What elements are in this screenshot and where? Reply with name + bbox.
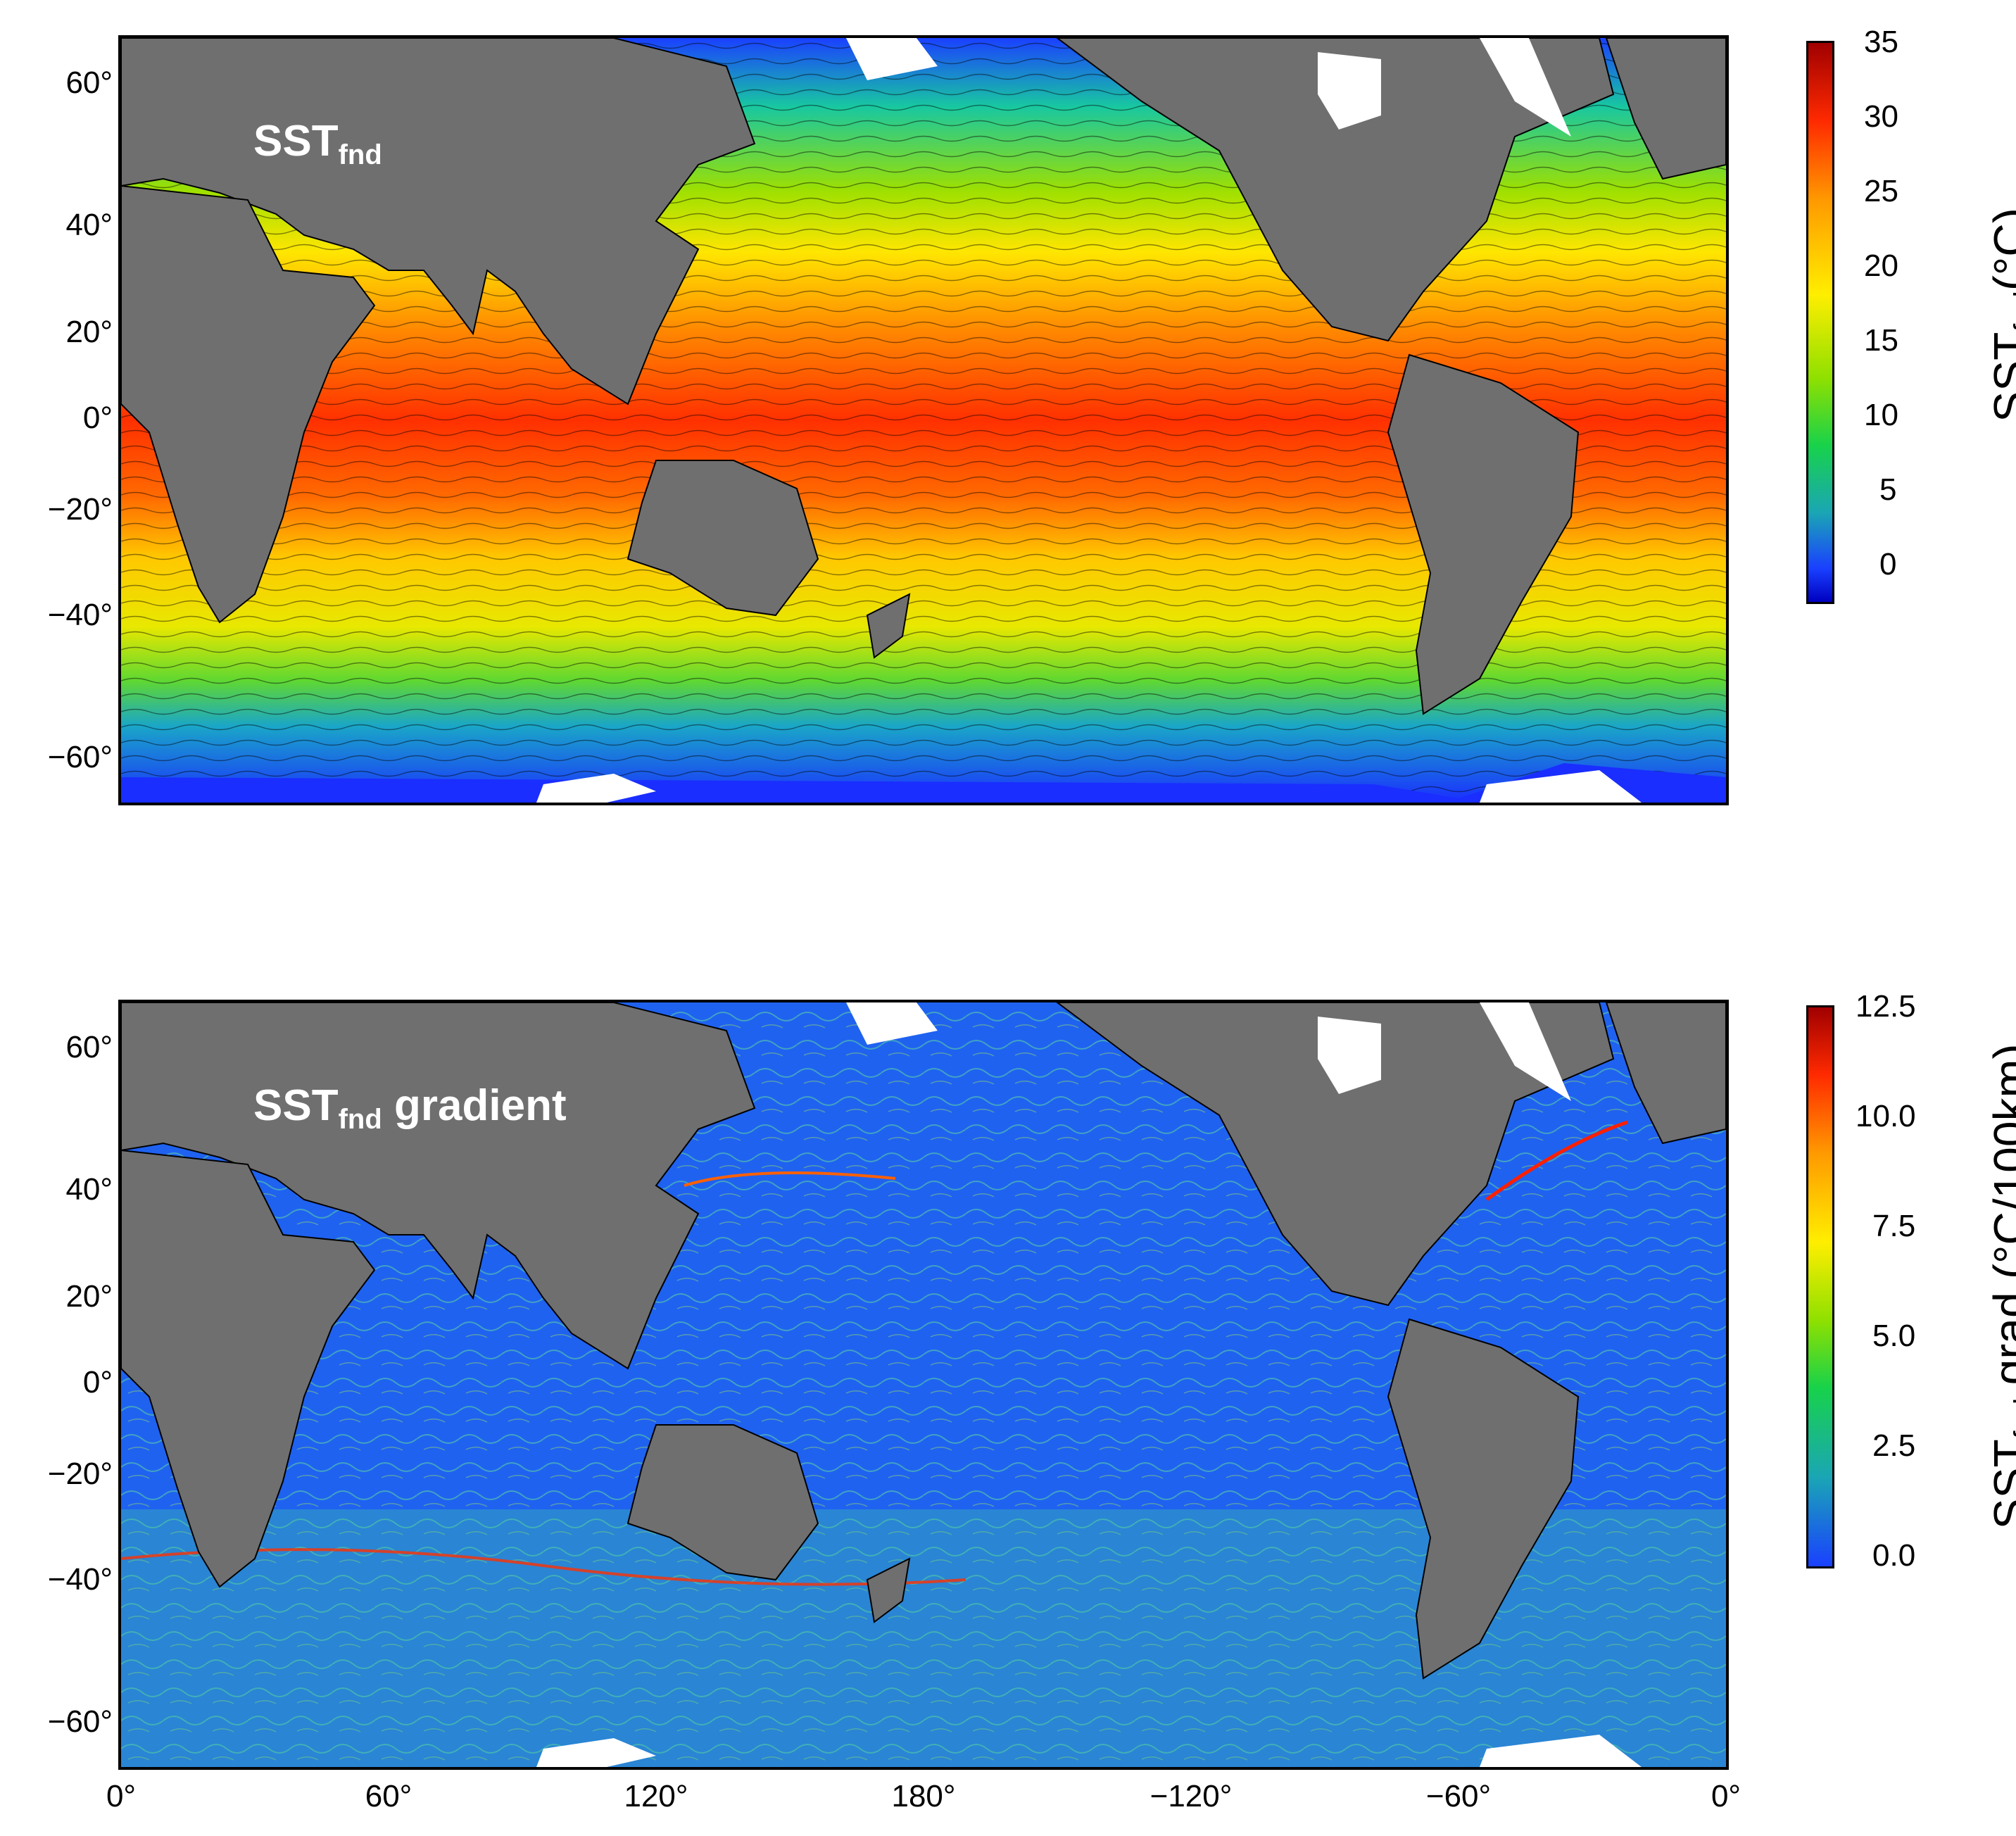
gradient-ice (536, 1002, 1642, 1767)
lat-tick-label: 40° (65, 1172, 113, 1207)
colorbar-tick-label: 0.0 (1872, 1538, 1916, 1573)
colorbar-tick-label: 5 (1879, 472, 1897, 507)
sst-cb-title-sub: fnd (2008, 291, 2016, 332)
sst-panel-title: SSTfnd (253, 117, 382, 170)
lon-tick-label: 0° (106, 1779, 137, 1813)
gradient-title-main: SST (253, 1081, 339, 1130)
sst-ice (121, 38, 1726, 803)
sst-map (118, 35, 1729, 805)
colorbar-tick-label: 2.5 (1872, 1428, 1916, 1463)
sst-title-main: SST (253, 117, 339, 165)
colorbar-tick-label: 12.5 (1856, 989, 1916, 1024)
colorbar-tick-label: 25 (1864, 174, 1898, 208)
colorbar-tick-label: 10 (1864, 398, 1898, 432)
gradient-colorbar-title: SSTfnd grad.(°C/100km) (1984, 1005, 2016, 1568)
lat-tick-label: −40° (47, 598, 113, 632)
colorbar-tick-label: 7.5 (1872, 1209, 1916, 1243)
gradient-land (121, 1002, 1726, 1680)
lat-tick-label: 60° (65, 65, 113, 100)
lat-tick-label: −60° (47, 1704, 113, 1739)
lat-tick-label: 0° (82, 401, 113, 435)
lon-tick-label: 180° (891, 1779, 956, 1813)
gradient-panel: SSTfnd gradient 60° 40° 20° 0° −20° −40°… (0, 964, 2016, 1836)
lat-tick-label: 20° (65, 315, 113, 349)
gradient-panel-title: SSTfnd gradient (253, 1081, 567, 1135)
gradient-map-graphic (121, 1002, 1726, 1767)
lon-tick-label: 60° (365, 1779, 412, 1813)
sst-colorbar-title: SSTfnd(°C) (1984, 104, 2016, 527)
lon-tick-label: −120° (1149, 1779, 1233, 1813)
lat-tick-label: 20° (65, 1279, 113, 1314)
colorbar-tick-label: 30 (1864, 99, 1898, 134)
lat-tick-label: 0° (82, 1365, 113, 1400)
gradient-cb-title-main: SST (1984, 1439, 2016, 1530)
colorbar-tick-label: 0 (1879, 547, 1897, 581)
lat-tick-label: −40° (47, 1562, 113, 1597)
sst-cb-title-main: SST (1984, 332, 2016, 422)
lat-tick-label: −60° (47, 740, 113, 774)
colorbar-tick-label: 10.0 (1856, 1099, 1916, 1133)
gradient-title-rest: gradient (382, 1081, 567, 1130)
colorbar-tick-label: 20 (1864, 249, 1898, 283)
sst-map-graphic (121, 38, 1726, 803)
lat-tick-label: −20° (47, 1457, 113, 1491)
sst-title-sub: fnd (338, 139, 382, 170)
colorbar-tick-label: 5.0 (1872, 1319, 1916, 1353)
gradient-colorbar (1806, 1005, 1834, 1568)
sst-colorbar (1806, 41, 1834, 604)
sst-panel: SSTfnd 60° 40° 20° 0° −20° −40° −60° 35 … (0, 0, 2016, 845)
lat-tick-label: 60° (65, 1030, 113, 1064)
lat-tick-label: 40° (65, 208, 113, 242)
colorbar-tick-label: 15 (1864, 323, 1898, 358)
gradient-cb-title-sub: fnd (2008, 1397, 2016, 1440)
lat-tick-label: −20° (47, 492, 113, 527)
lon-tick-label: −60° (1425, 1779, 1492, 1813)
colorbar-tick-label: 35 (1864, 25, 1898, 59)
gradient-title-sub: fnd (338, 1104, 382, 1135)
lon-tick-label: 120° (624, 1779, 688, 1813)
lon-tick-label: 0° (1711, 1779, 1741, 1813)
sst-cb-title-rest: (°C) (1984, 208, 2016, 291)
gradient-map (118, 1000, 1729, 1770)
sst-land (121, 38, 1726, 715)
gradient-cb-title-rest: grad.(°C/100km) (1984, 1043, 2016, 1385)
